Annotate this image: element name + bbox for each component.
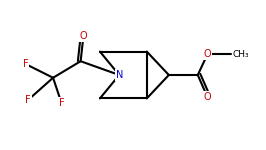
Text: N: N: [115, 70, 123, 80]
Text: F: F: [59, 98, 64, 108]
Text: O: O: [203, 92, 211, 102]
Text: F: F: [26, 95, 31, 105]
Text: O: O: [80, 31, 87, 41]
Text: CH₃: CH₃: [232, 50, 249, 59]
Text: O: O: [203, 49, 211, 59]
Text: F: F: [23, 59, 28, 69]
